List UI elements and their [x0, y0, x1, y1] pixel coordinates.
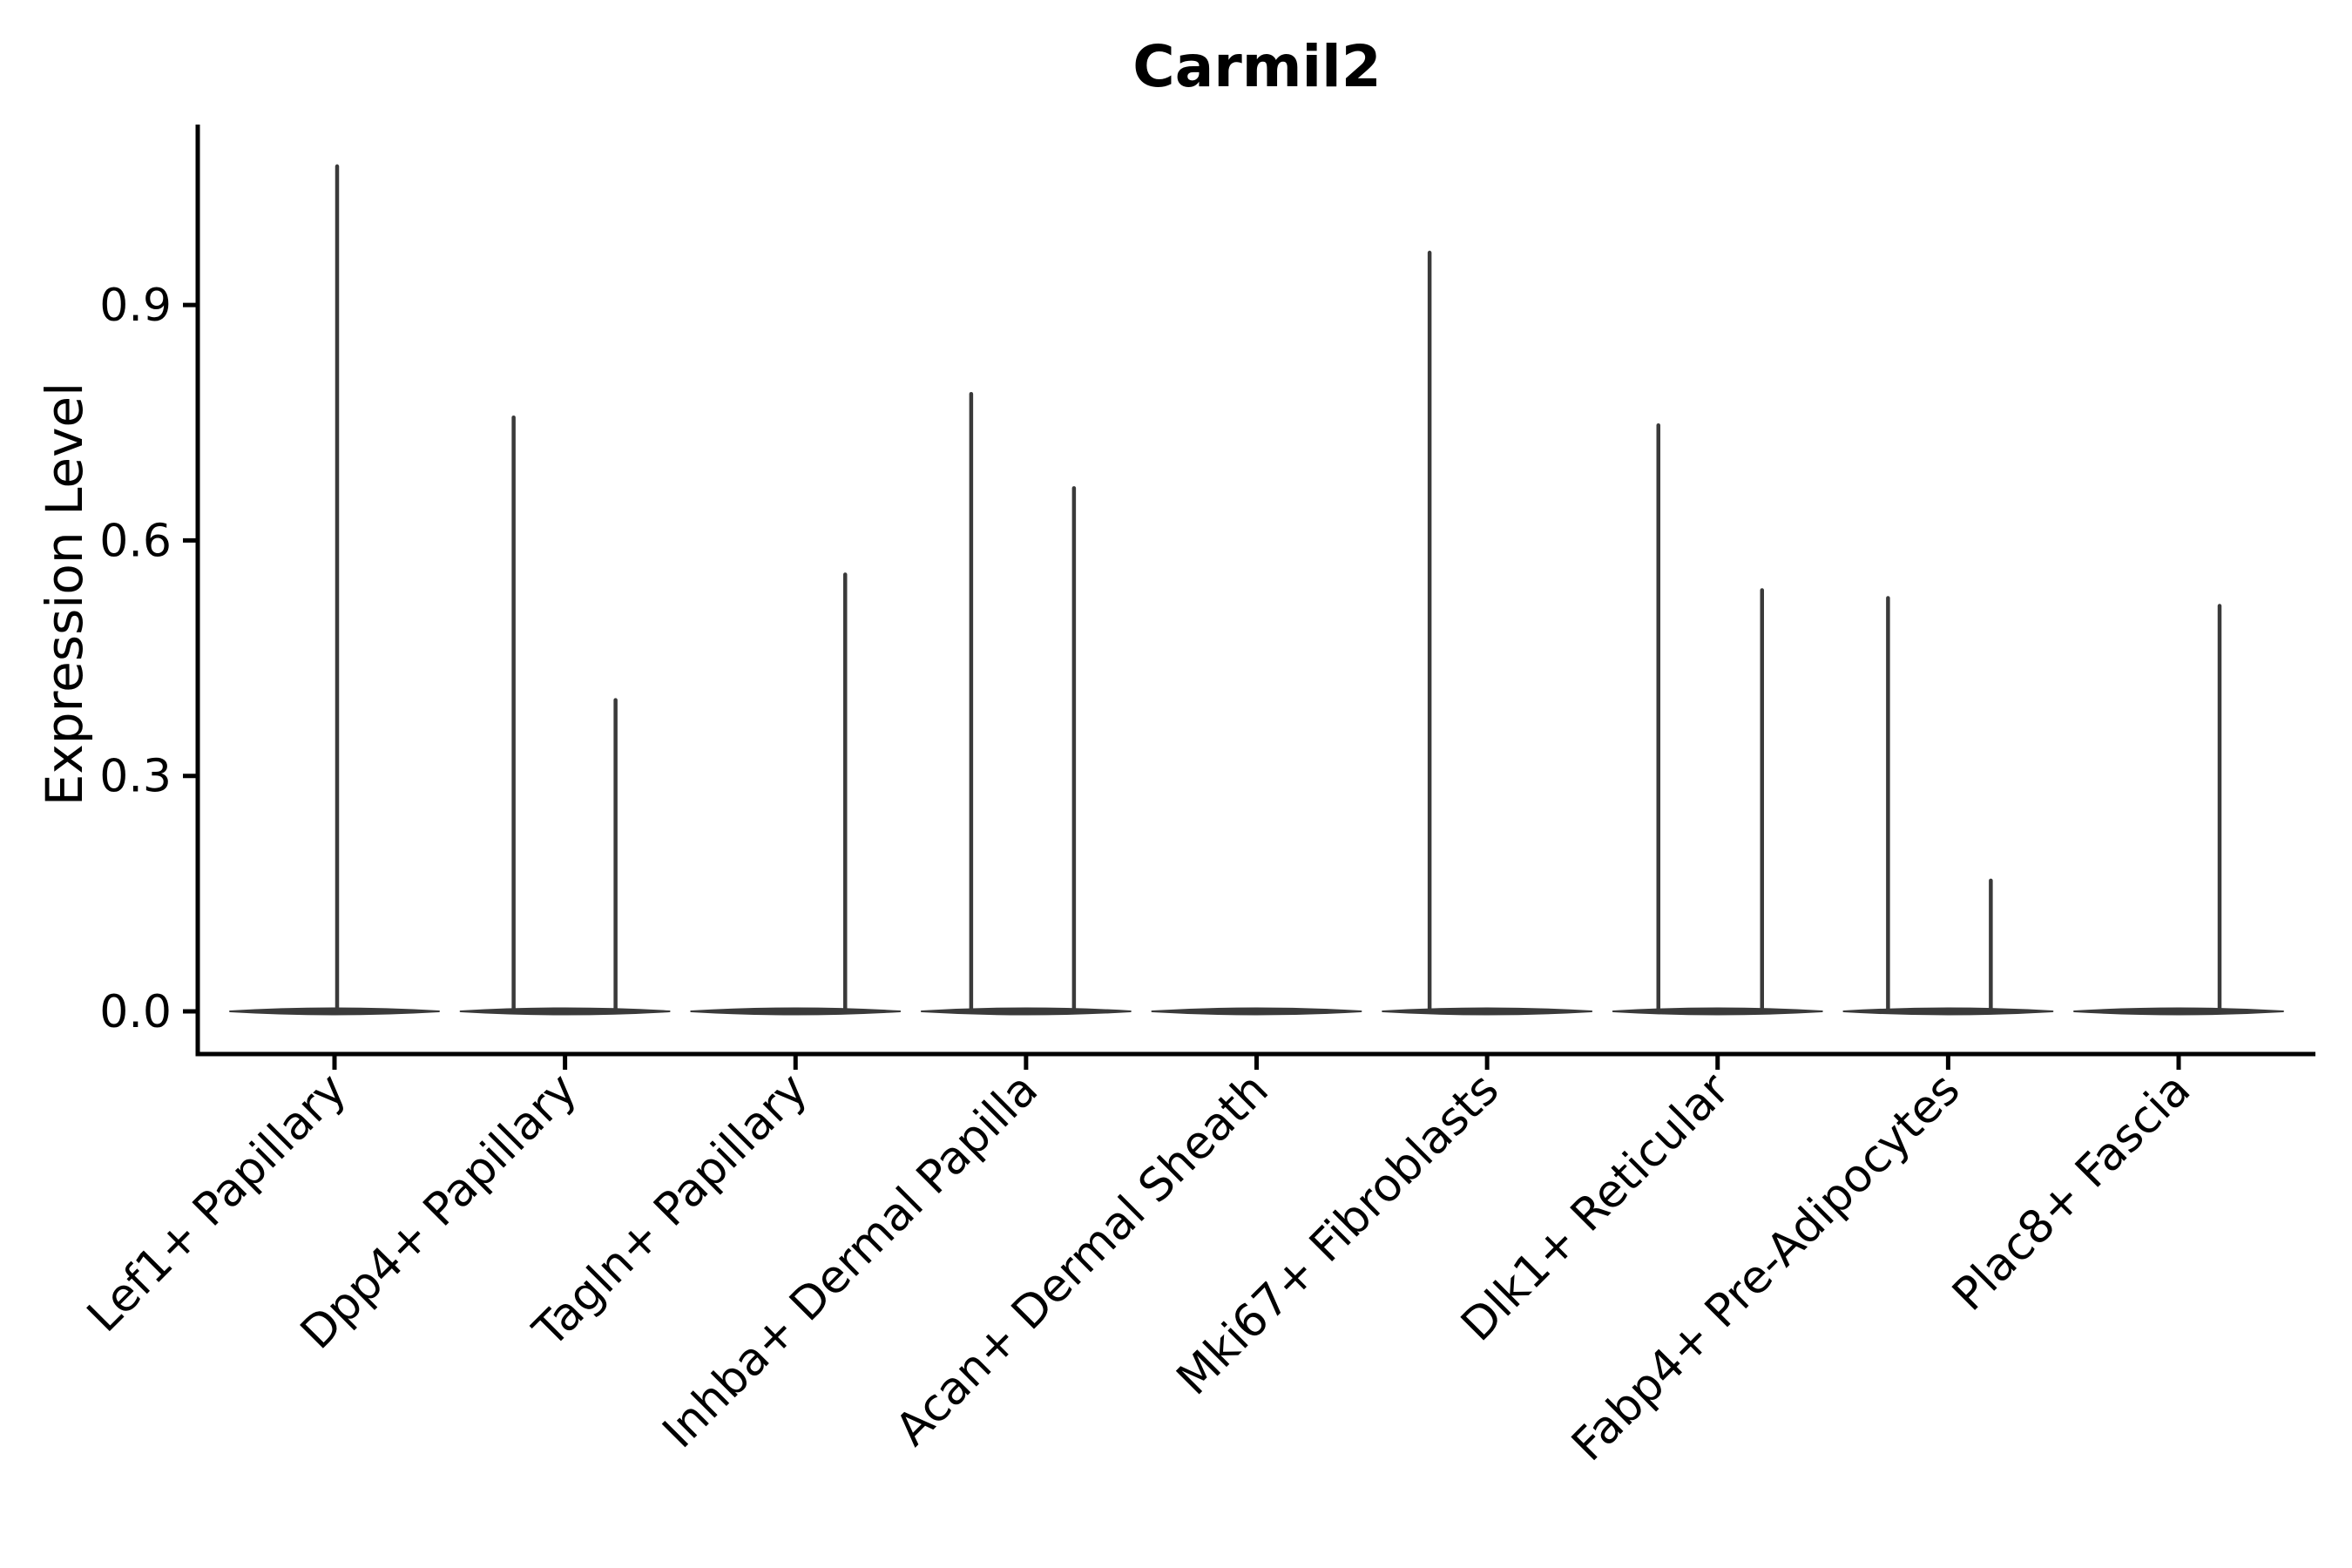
violin-body: [1842, 1007, 2054, 1016]
violin-body: [1151, 1007, 1362, 1016]
chart-title: Carmil2: [1132, 33, 1382, 100]
violin-body: [2073, 1007, 2284, 1016]
violin-body: [229, 1007, 440, 1016]
y-tick-label: 0.3: [99, 751, 172, 803]
x-tick-label: Acan+ Dermal Sheath: [886, 1064, 1279, 1456]
violin-body: [1612, 1007, 1823, 1016]
violin-body: [1382, 1007, 1593, 1016]
y-tick-label: 0.9: [99, 280, 172, 332]
y-tick-label: 0.0: [99, 986, 172, 1038]
x-tick-label: Fabp4+ Pre-Adipocytes: [1562, 1064, 1970, 1471]
violin-body: [459, 1007, 671, 1016]
x-tick-label: Inhba+ Dermal Papilla: [653, 1064, 1048, 1458]
y-tick-label: 0.6: [99, 515, 172, 567]
violin-body: [690, 1007, 902, 1016]
x-tick-label: Plac8+ Fascia: [1943, 1064, 2200, 1321]
violin-body: [920, 1007, 1132, 1016]
